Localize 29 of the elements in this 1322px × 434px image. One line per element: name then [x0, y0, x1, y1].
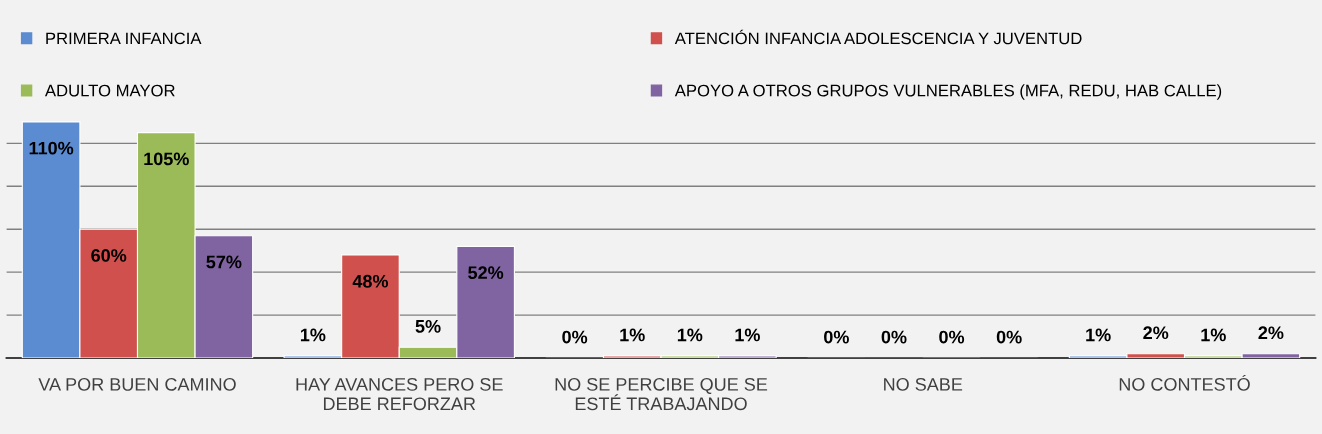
data-label: 110% — [29, 141, 74, 155]
data-label: 5% — [415, 319, 441, 333]
legend-label: ADULTO MAYOR — [44, 84, 175, 97]
data-label: 2% — [1258, 326, 1284, 340]
data-label: 1% — [735, 328, 760, 342]
x-tick-label: NO SABE — [884, 377, 963, 391]
data-label: 1% — [620, 328, 645, 342]
data-label: 0% — [562, 330, 588, 344]
data-label: 1% — [677, 328, 703, 342]
data-label: 60% — [91, 249, 127, 262]
data-label: 0% — [939, 330, 965, 344]
data-label: 48% — [352, 274, 389, 288]
data-label: 1% — [1086, 328, 1111, 342]
data-label: 57% — [206, 255, 242, 269]
legend-label: PRIMERA INFANCIA — [46, 32, 202, 45]
data-label: 0% — [996, 330, 1022, 344]
x-tick-label: NO CONTESTÓ — [1119, 374, 1250, 391]
legend-label: ATENCIÓN INFANCIA ADOLESCENCIA Y JUVENTUD — [674, 29, 1082, 45]
data-label: 1% — [300, 328, 326, 342]
x-tick-label: HAY AVANCES PERO SE DEBE REFORZAR — [296, 377, 503, 411]
data-label: 105% — [144, 152, 189, 166]
x-tick-label: VA POR BUEN CAMINO — [38, 377, 236, 391]
data-label: 2% — [1143, 326, 1169, 340]
x-tick-label: NO SE PERCIBE QUE SE ESTÉ TRABAJANDO — [555, 377, 768, 411]
data-label: 0% — [824, 330, 849, 344]
legend-label: APOYO A OTROS GRUPOS VULNERABLES (MFA, REDU, HAB CALLE) — [674, 84, 1222, 100]
data-label: 1% — [1201, 328, 1226, 342]
data-label: 52% — [468, 266, 504, 280]
data-label: 0% — [881, 330, 907, 344]
